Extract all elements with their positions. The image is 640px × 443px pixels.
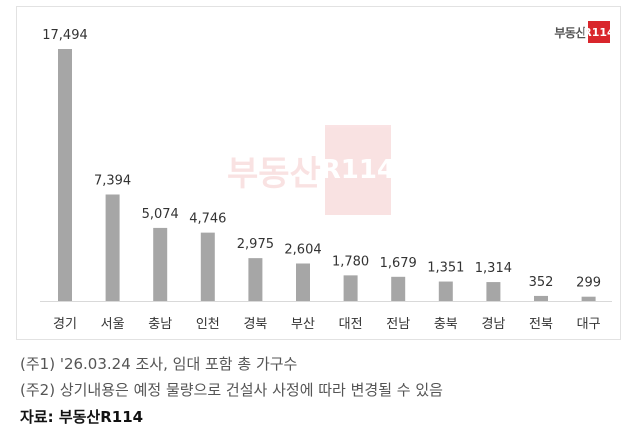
bar-11 bbox=[581, 296, 596, 301]
watermark-text: 부동산 bbox=[227, 153, 321, 194]
value-label-8: 1,351 bbox=[427, 261, 464, 276]
value-label-9: 1,314 bbox=[475, 261, 512, 276]
value-label-7: 1,679 bbox=[380, 256, 417, 271]
bar-6 bbox=[343, 275, 358, 301]
bar-8 bbox=[438, 281, 453, 301]
bar-2 bbox=[153, 227, 168, 301]
value-label-0: 17,494 bbox=[42, 28, 88, 43]
category-label-5: 부산 bbox=[291, 317, 315, 332]
footnotes: (주1) '26.03.24 조사, 임대 포함 총 가구수 (주2) 상기내용… bbox=[20, 351, 443, 430]
watermark: 부동산 R114 bbox=[227, 125, 395, 215]
value-label-3: 4,746 bbox=[189, 212, 226, 227]
value-label-5: 2,604 bbox=[284, 242, 321, 257]
category-label-1: 서울 bbox=[101, 317, 125, 332]
bar-5 bbox=[296, 263, 310, 301]
bar-1 bbox=[105, 194, 120, 301]
category-label-11: 대구 bbox=[577, 317, 601, 332]
watermark-badge: R114 bbox=[321, 125, 395, 215]
logo-badge: R114 bbox=[583, 21, 615, 43]
footnote-2: (주2) 상기내용은 예정 물량으로 건설사 사정에 따라 변경될 수 있음 bbox=[20, 381, 443, 399]
brand-logo: 부동산 R114 bbox=[554, 21, 615, 43]
category-label-10: 전북 bbox=[529, 317, 553, 332]
category-label-2: 충남 bbox=[148, 317, 172, 332]
category-label-0: 경기 bbox=[53, 317, 77, 332]
value-label-2: 5,074 bbox=[142, 207, 179, 222]
source-credit: 자료: 부동산R114 bbox=[20, 408, 144, 426]
logo-text: 부동산 bbox=[554, 25, 586, 40]
category-label-6: 대전 bbox=[339, 317, 363, 332]
category-label-3: 인천 bbox=[196, 317, 220, 332]
value-label-1: 7,394 bbox=[94, 173, 131, 188]
category-label-8: 충북 bbox=[434, 317, 458, 332]
bar-0 bbox=[58, 49, 72, 301]
category-label-7: 전남 bbox=[386, 317, 410, 332]
bar-9 bbox=[486, 282, 501, 301]
bar-chart: 17,494 경기 7,394 서울 5,074 충남 4,746 인천 2,975 경북 2,60… bbox=[40, 28, 612, 332]
bar-3 bbox=[200, 232, 215, 301]
category-label-9: 경남 bbox=[481, 317, 505, 332]
bar-7 bbox=[391, 276, 406, 301]
bar-10 bbox=[534, 295, 548, 301]
value-label-11: 299 bbox=[576, 276, 601, 291]
bar-4 bbox=[248, 258, 263, 301]
value-label-10: 352 bbox=[529, 275, 554, 290]
footnote-1: (주1) '26.03.24 조사, 임대 포함 총 가구수 bbox=[20, 355, 298, 373]
value-label-4: 2,975 bbox=[237, 237, 274, 252]
value-label-6: 1,780 bbox=[332, 254, 369, 269]
category-label-4: 경북 bbox=[243, 317, 267, 332]
